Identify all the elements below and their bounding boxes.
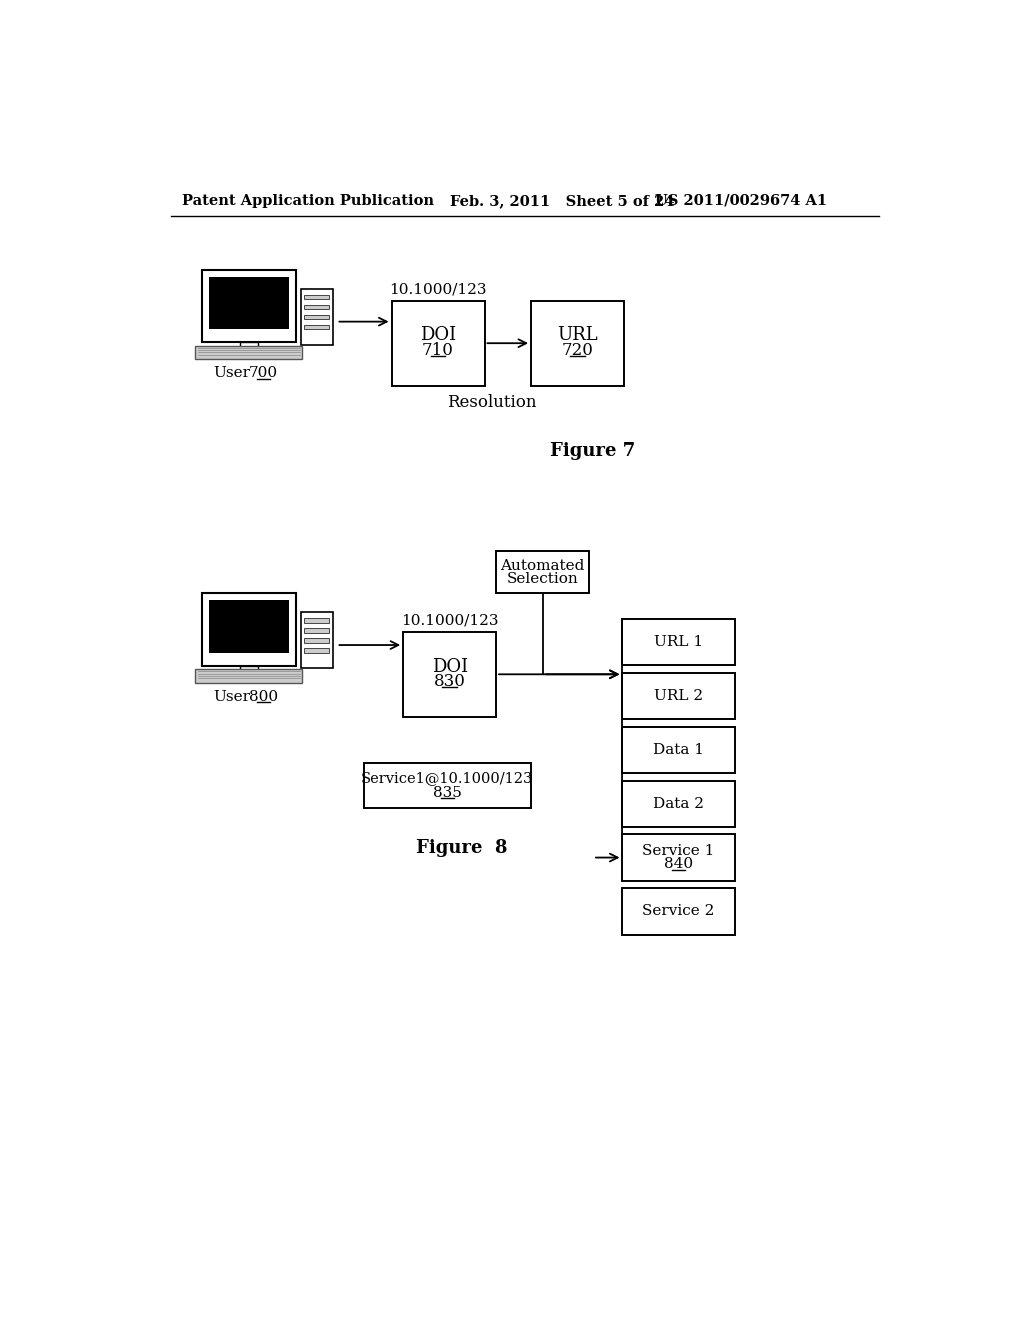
Bar bbox=[623, 834, 735, 880]
Bar bbox=[304, 618, 329, 623]
Text: 700: 700 bbox=[249, 366, 279, 380]
Text: Data 2: Data 2 bbox=[652, 797, 703, 810]
Text: Service 1: Service 1 bbox=[642, 845, 715, 858]
Bar bbox=[403, 632, 496, 717]
Bar bbox=[202, 594, 296, 665]
Bar bbox=[304, 648, 329, 653]
Bar bbox=[623, 780, 735, 826]
Text: 10.1000/123: 10.1000/123 bbox=[400, 614, 499, 627]
Text: Service 2: Service 2 bbox=[642, 904, 715, 919]
Text: Feb. 3, 2011   Sheet 5 of 24: Feb. 3, 2011 Sheet 5 of 24 bbox=[450, 194, 674, 207]
Bar bbox=[196, 346, 302, 359]
Bar bbox=[196, 669, 302, 682]
Text: URL 1: URL 1 bbox=[653, 635, 702, 649]
Bar bbox=[531, 301, 624, 385]
Text: 830: 830 bbox=[434, 673, 466, 690]
Bar bbox=[227, 672, 271, 677]
Text: DOI: DOI bbox=[431, 657, 468, 676]
Text: Data 1: Data 1 bbox=[652, 743, 703, 756]
Bar bbox=[202, 271, 296, 342]
Text: Automated: Automated bbox=[501, 558, 585, 573]
Bar bbox=[304, 638, 329, 643]
Bar bbox=[623, 726, 735, 774]
Text: Service1@10.1000/123: Service1@10.1000/123 bbox=[361, 771, 534, 785]
Text: URL: URL bbox=[557, 326, 598, 345]
Bar bbox=[304, 305, 329, 309]
Bar bbox=[623, 888, 735, 935]
Text: Figure  8: Figure 8 bbox=[416, 838, 507, 857]
Bar bbox=[304, 325, 329, 330]
Bar bbox=[240, 665, 258, 672]
Bar bbox=[301, 612, 333, 668]
Text: 800: 800 bbox=[249, 689, 279, 704]
Text: User: User bbox=[213, 689, 250, 704]
Text: URL 2: URL 2 bbox=[653, 689, 702, 702]
Bar bbox=[304, 628, 329, 632]
Text: User: User bbox=[213, 366, 250, 380]
Text: 710: 710 bbox=[422, 342, 454, 359]
Bar bbox=[365, 763, 531, 808]
Bar bbox=[227, 348, 271, 354]
Text: Figure 7: Figure 7 bbox=[550, 442, 636, 459]
Bar bbox=[623, 619, 735, 665]
Text: US 2011/0029674 A1: US 2011/0029674 A1 bbox=[655, 194, 827, 207]
Bar bbox=[304, 314, 329, 319]
Bar bbox=[304, 294, 329, 300]
Text: 720: 720 bbox=[561, 342, 594, 359]
Bar bbox=[209, 601, 289, 653]
Bar bbox=[391, 301, 484, 385]
Text: Selection: Selection bbox=[507, 572, 579, 586]
Text: 835: 835 bbox=[433, 785, 462, 800]
Text: 10.1000/123: 10.1000/123 bbox=[389, 282, 486, 296]
Text: Patent Application Publication: Patent Application Publication bbox=[182, 194, 434, 207]
Bar bbox=[240, 342, 258, 348]
Text: DOI: DOI bbox=[420, 326, 456, 345]
Text: 840: 840 bbox=[664, 858, 693, 871]
Bar bbox=[209, 277, 289, 330]
Bar bbox=[496, 552, 589, 594]
Bar bbox=[623, 673, 735, 719]
Bar bbox=[301, 289, 333, 345]
Text: Resolution: Resolution bbox=[447, 393, 537, 411]
